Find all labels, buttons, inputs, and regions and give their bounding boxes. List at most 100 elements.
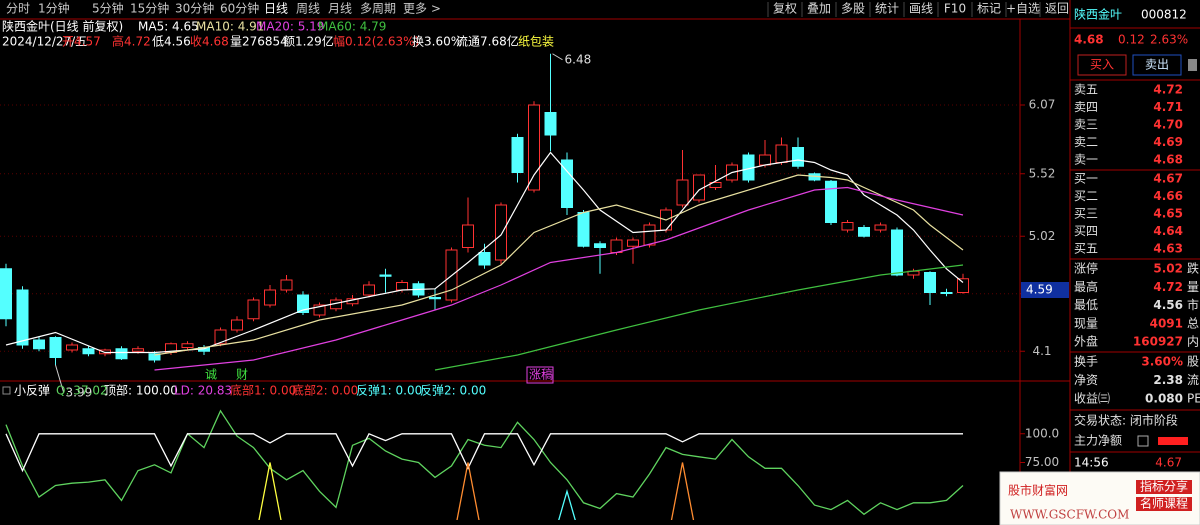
row-value: 4.69 bbox=[1153, 135, 1183, 149]
row-value: 4.56 bbox=[1153, 298, 1183, 312]
y-tick-label: 4.1 bbox=[1032, 344, 1051, 358]
bar-readout: 高4.72 bbox=[112, 34, 151, 49]
bar-readout: 流通7.68亿 bbox=[456, 34, 519, 49]
tab[interactable]: 分时 bbox=[6, 2, 30, 16]
toolbar-button[interactable]: 统计 bbox=[875, 2, 899, 16]
candle-body bbox=[478, 252, 491, 266]
toolbar-button[interactable]: 复权 bbox=[773, 2, 797, 16]
row-value: 4.65 bbox=[1153, 207, 1183, 221]
candle-body bbox=[841, 222, 854, 231]
toolbar-button[interactable]: 多股 bbox=[841, 2, 865, 16]
buy-label[interactable]: 买入 bbox=[1090, 58, 1114, 72]
low-label: 3.99 bbox=[66, 386, 93, 400]
candle-body bbox=[577, 212, 590, 247]
quote-change: 0.12 bbox=[1118, 33, 1145, 47]
row-value: 3.60% bbox=[1141, 355, 1183, 369]
indicator-plot bbox=[5, 409, 964, 520]
row-label: 最低 bbox=[1074, 298, 1098, 312]
candle-body bbox=[462, 224, 474, 248]
bar-readout: 2024/12/27/五 bbox=[2, 35, 87, 49]
tab[interactable]: 月线 bbox=[328, 2, 352, 16]
line bbox=[154, 186, 964, 371]
row-label: 最高 bbox=[1074, 279, 1098, 294]
row-suffix: 跌 bbox=[1187, 261, 1199, 276]
row-label: 收益㈢ bbox=[1074, 392, 1110, 406]
row-value: 4.68 bbox=[1153, 153, 1183, 167]
row-value: 4.64 bbox=[1153, 224, 1183, 238]
indicator-readout: 底部1: 0.00 bbox=[230, 383, 296, 398]
candle-body bbox=[511, 137, 524, 173]
tab[interactable]: 更多 > bbox=[403, 2, 441, 16]
candle-body bbox=[627, 239, 639, 247]
annotation: 涨稿 bbox=[529, 367, 553, 382]
tab[interactable]: 5分钟 bbox=[92, 1, 124, 16]
candle-body bbox=[940, 292, 953, 294]
toolbar-button[interactable]: 叠加 bbox=[807, 2, 831, 16]
candle-body bbox=[825, 180, 837, 223]
ma-readout: MA60: 4.79 bbox=[318, 20, 386, 34]
candle-body bbox=[115, 348, 128, 360]
ma-readout: MA5: 4.65 bbox=[138, 20, 199, 34]
line bbox=[5, 409, 964, 516]
row-label: 买五 bbox=[1074, 242, 1098, 256]
row-label: 卖一 bbox=[1074, 153, 1098, 167]
tab[interactable]: 周线 bbox=[296, 2, 320, 16]
indicator-readout: 顶部: 100.00 bbox=[104, 383, 178, 398]
candle-body bbox=[16, 289, 29, 346]
tab[interactable]: 15分钟 bbox=[130, 1, 169, 16]
cursor-label: 4.59 bbox=[1026, 283, 1053, 297]
buy-button[interactable] bbox=[1077, 54, 1127, 76]
indicator-readout: 反弹2: 0.00 bbox=[420, 384, 486, 398]
watermark-tag: 指标分享 bbox=[1140, 479, 1188, 494]
line bbox=[5, 151, 964, 354]
candle-body bbox=[610, 239, 623, 253]
pointer bbox=[552, 53, 563, 61]
candle-body bbox=[676, 179, 689, 206]
row-suffix: 总 bbox=[1187, 316, 1199, 330]
candle-body bbox=[82, 348, 95, 355]
candle-body bbox=[363, 284, 375, 296]
tag-box bbox=[1136, 480, 1192, 494]
row-label: 净资 bbox=[1074, 373, 1098, 387]
candle-body bbox=[33, 339, 45, 350]
tab[interactable]: 日线 bbox=[264, 2, 288, 16]
indicator-title: 小反弹 bbox=[14, 384, 50, 398]
candle-body bbox=[247, 299, 260, 320]
toolbar-button[interactable]: +自选 bbox=[1006, 2, 1040, 16]
row-value: 4.67 bbox=[1153, 172, 1183, 186]
y-tick-label: 6.07 bbox=[1029, 98, 1056, 112]
candle-body bbox=[561, 159, 573, 208]
tab[interactable]: 1分钟 bbox=[38, 1, 70, 16]
candle-body bbox=[280, 279, 293, 291]
row-label: 卖三 bbox=[1074, 118, 1098, 132]
bar-readout: 纸包装 bbox=[518, 35, 554, 49]
annotation: 财 bbox=[236, 368, 248, 382]
stock-title: 陕西金叶(日线 前复权) bbox=[2, 19, 123, 34]
row-label: 买二 bbox=[1074, 189, 1098, 203]
candle-body bbox=[858, 227, 870, 237]
bar-readout: 低4.56 bbox=[152, 35, 191, 49]
candle-body bbox=[313, 304, 326, 316]
toolbar-button[interactable]: 返回 bbox=[1045, 2, 1069, 16]
row-suffix: 内 bbox=[1187, 335, 1199, 349]
row-label: 卖四 bbox=[1074, 100, 1098, 114]
row-label: 现量 bbox=[1074, 316, 1098, 330]
sell-label[interactable]: 卖出 bbox=[1145, 58, 1169, 72]
candle-body bbox=[495, 204, 507, 261]
toolbar-button[interactable]: 标记 bbox=[977, 2, 1001, 16]
watermark-title: 股市财富网 bbox=[1008, 483, 1068, 498]
y-tick-label: 5.52 bbox=[1029, 166, 1056, 180]
row-label: 涨停 bbox=[1074, 261, 1098, 276]
tab[interactable]: 多周期 bbox=[360, 2, 396, 16]
bar-readout: 额1.29亿 bbox=[283, 34, 334, 49]
sell-button[interactable] bbox=[1132, 54, 1182, 76]
candle-body bbox=[396, 282, 408, 291]
tab[interactable]: 60分钟 bbox=[220, 1, 259, 16]
quote-pct: 2.63% bbox=[1150, 33, 1188, 47]
tab[interactable]: 30分钟 bbox=[175, 1, 214, 16]
line bbox=[154, 174, 964, 356]
toolbar-button[interactable]: 画线 bbox=[909, 2, 933, 16]
toolbar-button[interactable]: F10 bbox=[944, 2, 966, 16]
candle-body bbox=[66, 344, 78, 351]
